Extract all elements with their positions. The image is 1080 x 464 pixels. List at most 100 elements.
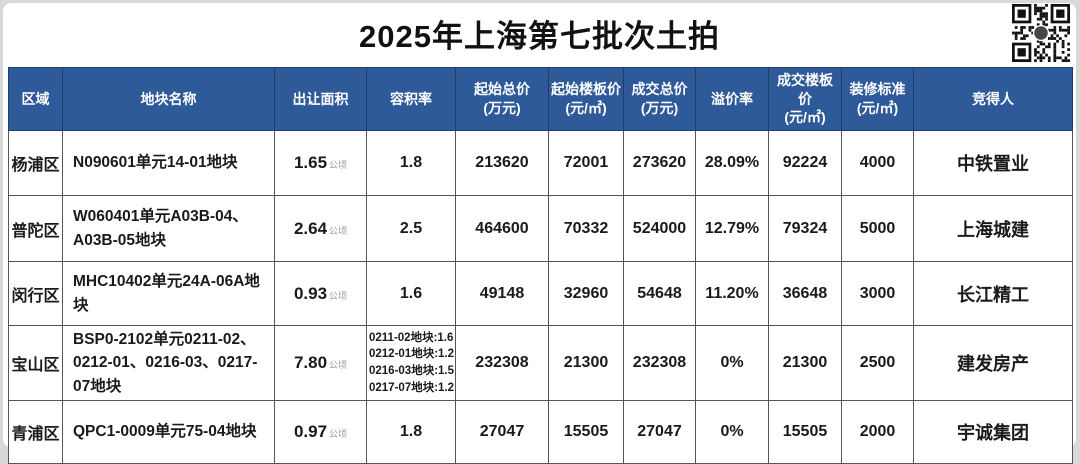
cell-premium: 28.09% <box>695 130 769 196</box>
header-label: 成交总价 <box>631 81 688 98</box>
cell-deal-floor: 36648 <box>768 261 842 326</box>
cell-far: 1.8 <box>366 130 456 196</box>
header-start-floor-price: 起始楼板价 (元/㎡) <box>548 67 624 131</box>
header-winner: 竞得人 <box>913 67 1073 131</box>
table-row: 杨浦区 N090601单元14-01地块 1.65 公顷 1.8 213620 7… <box>8 130 1073 196</box>
header-unit: (元/㎡) <box>565 100 607 116</box>
cell-start-floor: 32960 <box>548 261 624 326</box>
cell-start-floor: 21300 <box>548 325 624 401</box>
cell-start-total: 213620 <box>455 130 549 196</box>
cell-winner: 宇诚集团 <box>913 399 1073 464</box>
header-unit: (万元) <box>640 100 679 116</box>
cell-start-floor: 70332 <box>548 195 624 262</box>
header-label: 起始楼板价 <box>551 81 621 98</box>
cell-deal-floor: 15505 <box>768 399 842 464</box>
table-row: 闵行区 MHC10402单元24A-06A地块 0.93 公顷 1.6 49148… <box>8 261 1073 326</box>
area-value: 0.93 <box>293 283 328 303</box>
cell-deal-total: 524000 <box>623 195 696 262</box>
cell-start-floor: 15505 <box>548 399 624 464</box>
area-unit-label: 公顷 <box>329 225 348 236</box>
cell-far: 0211-02地块:1.6 0212-01地块:1.2 0216-03地块:1.… <box>366 325 456 401</box>
cell-plot-name: QPC1-0009单元75-04地块 <box>62 399 275 464</box>
table-row: 普陀区 W060401单元A03B-04、A03B-05地块 2.64 公顷 2.… <box>8 195 1073 262</box>
cell-start-total: 49148 <box>455 261 549 326</box>
cell-start-total: 27047 <box>455 399 549 464</box>
cell-plot-name: N090601单元14-01地块 <box>62 130 275 196</box>
cell-premium: 0% <box>695 399 769 464</box>
area-unit-label: 公顷 <box>329 160 348 170</box>
cell-deal-total: 273620 <box>623 130 696 196</box>
header-label: 装修标准 <box>849 81 906 98</box>
cell-winner: 建发房产 <box>913 325 1073 401</box>
area-unit-label: 公顷 <box>329 359 348 370</box>
cell-region: 闵行区 <box>8 261 63 326</box>
area-unit-label: 公顷 <box>329 290 348 301</box>
cell-area: 2.64 公顷 <box>274 195 367 262</box>
header-unit: (元/㎡) <box>784 109 826 126</box>
cell-decoration: 5000 <box>841 195 914 262</box>
far-line: 0212-01地块:1.2 <box>369 348 455 361</box>
land-auction-table: 区域 地块名称 出让面积 容积率 起始总价 (万元) 起始楼板价 (元/㎡) 成交总… <box>8 67 1073 464</box>
cell-deal-total: 27047 <box>623 399 696 464</box>
header-start-total-price: 起始总价 (万元) <box>455 67 549 131</box>
far-line: 0216-03地块:1.5 <box>369 364 455 377</box>
table-header-row: 区域 地块名称 出让面积 容积率 起始总价 (万元) 起始楼板价 (元/㎡) 成交总… <box>8 67 1073 131</box>
cell-premium: 0% <box>695 325 769 401</box>
far-line: 0217-07地块:1.2 <box>369 381 455 394</box>
cell-deal-floor: 79324 <box>768 195 842 262</box>
qr-code <box>1012 4 1070 62</box>
cell-plot-name: W060401单元A03B-04、A03B-05地块 <box>62 195 275 262</box>
cell-area: 0.97 公顷 <box>274 399 367 464</box>
area-value: 1.65 <box>293 153 328 172</box>
header-label: 竞得人 <box>972 90 1014 107</box>
table-row: 青浦区 QPC1-0009单元75-04地块 0.97 公顷 1.8 27047 … <box>8 399 1073 464</box>
area-unit-label: 公顷 <box>329 428 348 439</box>
cell-start-floor: 72001 <box>548 130 624 196</box>
cell-deal-total: 54648 <box>623 261 696 326</box>
cell-deal-floor: 92224 <box>768 130 842 196</box>
page-title: 2025年上海第七批次土拍 <box>359 19 720 54</box>
cell-area: 7.80 公顷 <box>274 325 367 401</box>
cell-deal-floor: 21300 <box>768 325 842 401</box>
header-label: 地块名称 <box>140 90 197 107</box>
header-decoration-standard: 装修标准 (元/㎡) <box>841 67 914 131</box>
cell-region: 杨浦区 <box>8 130 63 196</box>
header-unit: (万元) <box>483 100 521 116</box>
header-deal-floor-price: 成交楼板价 (元/㎡) <box>768 67 842 131</box>
cell-region: 青浦区 <box>8 399 63 464</box>
header-plot-name: 地块名称 <box>62 67 275 131</box>
cell-area: 1.65 公顷 <box>274 130 367 196</box>
header-label: 溢价率 <box>711 90 753 107</box>
cell-decoration: 2000 <box>841 399 914 464</box>
page-card: 2025年上海第七批次土拍 区域 地块名称 出让面积 容积率 起始总价 (万元) … <box>3 3 1076 464</box>
header-transfer-area: 出让面积 <box>274 67 367 131</box>
cell-decoration: 4000 <box>841 130 914 196</box>
cell-region: 普陀区 <box>8 195 63 262</box>
header-label: 区域 <box>21 90 50 107</box>
cell-start-total: 232308 <box>455 325 549 401</box>
table-row: 宝山区 BSP0-2102单元0211-02、0212-01、0216-03、0… <box>8 325 1073 401</box>
cell-winner: 中铁置业 <box>913 130 1073 196</box>
header-unit: (元/㎡) <box>856 100 899 116</box>
cell-decoration: 3000 <box>841 261 914 326</box>
area-value: 2.64 <box>293 218 328 238</box>
cell-start-total: 464600 <box>455 195 549 262</box>
cell-premium: 11.20% <box>695 261 769 326</box>
cell-winner: 长江精工 <box>913 261 1073 326</box>
cell-far: 1.8 <box>366 399 456 464</box>
header-label: 成交楼板价 <box>777 71 833 107</box>
cell-deal-total: 232308 <box>623 325 696 401</box>
header-far: 容积率 <box>366 67 456 131</box>
cell-area: 0.93 公顷 <box>274 261 367 326</box>
header-label: 容积率 <box>390 90 432 107</box>
header-premium-rate: 溢价率 <box>695 67 769 131</box>
header-label: 出让面积 <box>292 90 349 107</box>
cell-region: 宝山区 <box>8 325 63 401</box>
cell-far: 1.6 <box>366 261 456 326</box>
area-value: 7.80 <box>293 352 328 372</box>
header-label: 起始总价 <box>474 81 530 98</box>
cell-far: 2.5 <box>366 195 456 262</box>
cell-premium: 12.79% <box>695 195 769 262</box>
header-region: 区域 <box>8 67 63 131</box>
far-line: 0211-02地块:1.6 <box>369 331 454 344</box>
